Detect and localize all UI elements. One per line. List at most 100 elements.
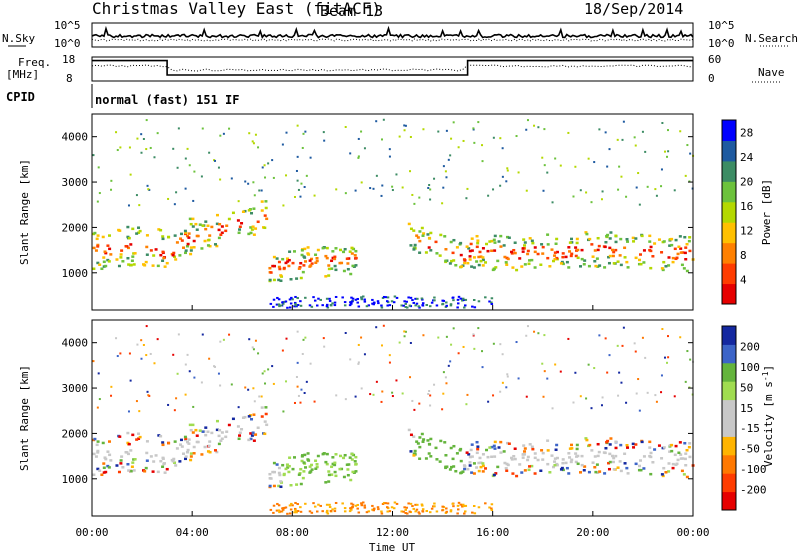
power-cell bbox=[601, 190, 604, 193]
velocity-cell bbox=[260, 415, 264, 418]
velocity-cell bbox=[548, 471, 552, 474]
power-cell bbox=[265, 217, 269, 221]
power-cell bbox=[633, 136, 636, 139]
velocity-cell bbox=[224, 435, 228, 439]
power-cell bbox=[409, 135, 412, 138]
power-cell bbox=[296, 124, 299, 127]
power-cell bbox=[462, 139, 465, 142]
velocity-cell bbox=[449, 446, 453, 450]
power-cell bbox=[546, 171, 549, 174]
power-cell bbox=[685, 269, 689, 273]
power-cell bbox=[473, 306, 477, 309]
power-segment-8 bbox=[722, 120, 736, 141]
velocity-cell bbox=[173, 409, 176, 412]
power-cell bbox=[546, 243, 550, 246]
velocity-cell bbox=[481, 470, 485, 473]
velocity-cell bbox=[237, 437, 241, 441]
power-cell bbox=[493, 241, 497, 244]
velocity-cell bbox=[510, 456, 514, 460]
power-cell bbox=[220, 231, 224, 235]
velocity-cell bbox=[487, 400, 490, 403]
velocity-cell bbox=[418, 436, 422, 439]
velocity-cell bbox=[470, 455, 474, 458]
power-cell bbox=[634, 256, 638, 260]
velocity-cell bbox=[182, 452, 186, 455]
power-cell bbox=[100, 267, 104, 271]
power-cell bbox=[263, 164, 266, 167]
power-cell bbox=[354, 189, 357, 192]
velocity-cell bbox=[546, 377, 549, 380]
power-cell bbox=[282, 302, 285, 305]
power-cell bbox=[340, 261, 344, 265]
velocity-cell bbox=[173, 440, 177, 443]
power-cell bbox=[277, 278, 281, 282]
power-cell bbox=[539, 263, 543, 267]
power-cell bbox=[277, 303, 281, 306]
velocity-cell bbox=[96, 440, 100, 443]
power-cell bbox=[386, 296, 390, 299]
velocity-cell bbox=[131, 461, 135, 464]
velocity-cell bbox=[346, 468, 350, 471]
power-cell bbox=[487, 194, 490, 197]
velocity-cell bbox=[107, 466, 111, 469]
power-cell bbox=[108, 247, 112, 251]
power-cell bbox=[618, 165, 621, 168]
power-cell bbox=[385, 300, 389, 303]
velocity-cell bbox=[106, 464, 110, 468]
power-cell bbox=[129, 243, 133, 246]
power-cell bbox=[490, 297, 494, 300]
power-cell bbox=[147, 188, 150, 191]
velocity-cell bbox=[484, 502, 487, 505]
power-cell bbox=[275, 303, 279, 306]
velocity-cell bbox=[348, 510, 352, 513]
velocity-cell bbox=[96, 406, 99, 409]
velocity-cell bbox=[301, 476, 305, 480]
x-tick-label-5: 20:00 bbox=[576, 526, 609, 539]
power-cell bbox=[145, 148, 148, 151]
velocity-cell bbox=[452, 465, 456, 468]
power-cell bbox=[441, 303, 444, 306]
power-panel-frame bbox=[91, 113, 694, 311]
power-cell bbox=[360, 181, 363, 184]
power-cell bbox=[206, 224, 210, 227]
x-tick-label-1: 04:00 bbox=[176, 526, 209, 539]
velocity-cell bbox=[357, 362, 360, 365]
velocity-cell bbox=[531, 447, 535, 451]
velocity-cell bbox=[277, 509, 281, 512]
velocity-cell bbox=[637, 378, 640, 381]
power-cell bbox=[231, 211, 235, 215]
velocity-cell bbox=[145, 459, 149, 462]
velocity-cell bbox=[481, 366, 484, 369]
velocity-cell bbox=[167, 441, 171, 445]
power-cell bbox=[433, 177, 436, 180]
power-cell bbox=[686, 144, 689, 147]
power-cell bbox=[472, 127, 475, 130]
power-cell bbox=[119, 253, 123, 256]
velocity-cell bbox=[437, 336, 440, 339]
power-cell bbox=[281, 301, 284, 304]
velocity-cell bbox=[282, 508, 285, 511]
power-cell bbox=[300, 182, 303, 185]
velocity-cell bbox=[293, 456, 297, 459]
velocity-cell bbox=[490, 509, 494, 512]
velocity-cell bbox=[517, 377, 520, 380]
velocity-cell bbox=[523, 469, 527, 472]
velocity-cell bbox=[467, 453, 471, 456]
power-cell bbox=[92, 154, 95, 157]
frequency-series-line bbox=[92, 59, 693, 76]
power-cell bbox=[496, 259, 500, 263]
power-cell bbox=[510, 250, 514, 254]
power-cell bbox=[501, 147, 504, 150]
power-cell bbox=[679, 251, 683, 254]
velocity-cell bbox=[376, 506, 380, 509]
velocity-cell bbox=[269, 477, 273, 480]
velocity-cell bbox=[208, 450, 212, 454]
power-cell bbox=[451, 251, 455, 255]
power-cell bbox=[345, 257, 349, 260]
velocity-cell bbox=[279, 480, 283, 483]
velocity-cell bbox=[334, 474, 338, 478]
velocity-cell bbox=[555, 456, 559, 460]
velocity-cell bbox=[263, 420, 267, 423]
velocity-cell bbox=[441, 509, 444, 512]
velocity-cell bbox=[422, 438, 426, 441]
